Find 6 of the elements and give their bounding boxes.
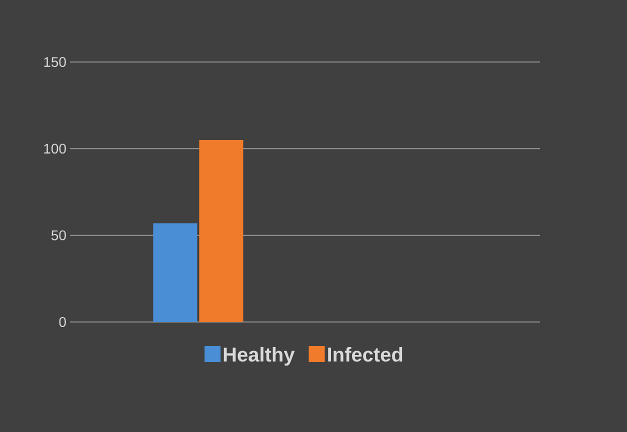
y-tick-label: 50	[51, 230, 66, 240]
y-tick-label: 100	[44, 144, 66, 154]
y-tick-label: 150	[44, 57, 66, 67]
y-tick-label: 0	[59, 317, 66, 327]
legend-label: Infected	[328, 346, 402, 362]
legend-label: Healthy	[224, 346, 295, 366]
